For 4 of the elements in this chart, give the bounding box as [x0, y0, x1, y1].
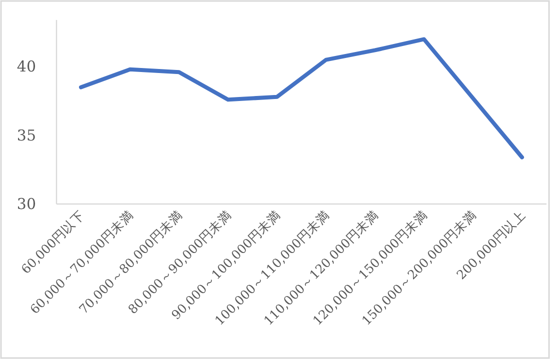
y-tick-label: 30 — [16, 195, 36, 213]
y-tick-label: 35 — [16, 126, 36, 144]
y-tick-label: 40 — [16, 58, 36, 76]
line-series — [79, 37, 524, 160]
